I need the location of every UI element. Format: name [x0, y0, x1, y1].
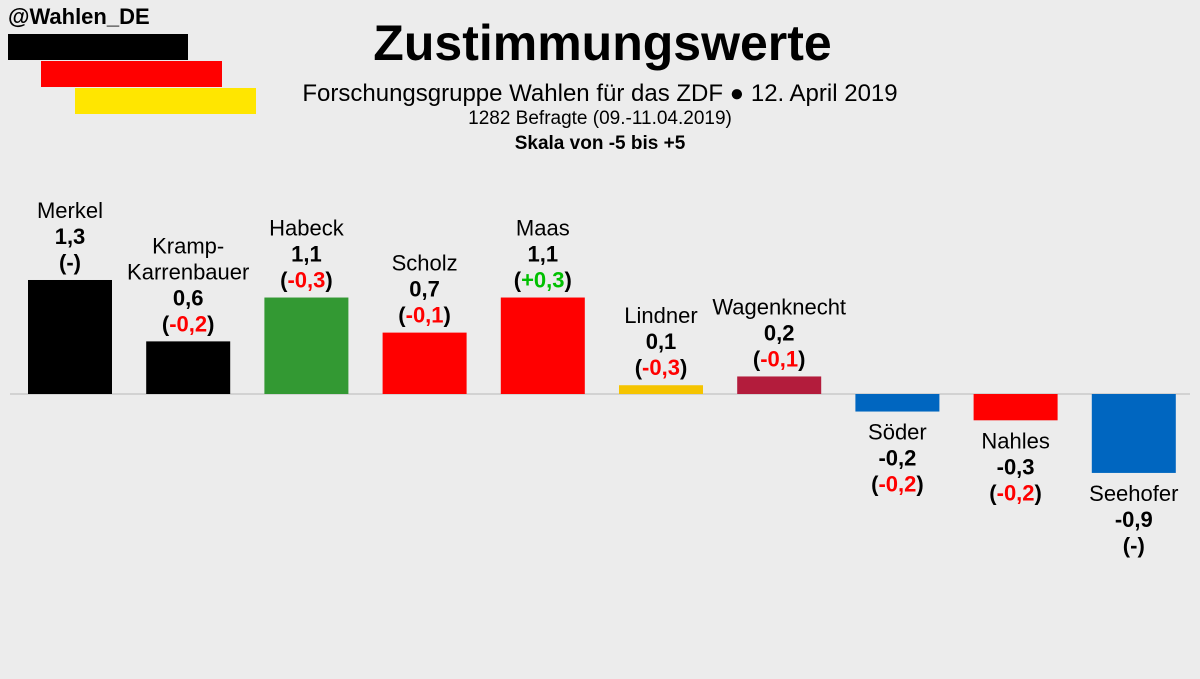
change-label-4: (+0,3): [514, 268, 572, 293]
change-label-2: (-0,3): [280, 268, 333, 293]
name-label-1-0: Kramp-: [152, 233, 224, 258]
flag-stripe-black: [8, 34, 188, 60]
chart-subtitle: Forschungsgruppe Wahlen für das ZDF ● 12…: [302, 80, 898, 107]
bar-0: [28, 279, 112, 394]
chart-title: Zustimmungswerte: [0, 14, 1200, 72]
bar-5: [619, 385, 703, 394]
name-label-6-0: Wagenknecht: [712, 294, 846, 319]
name-label-7-0: Söder: [868, 420, 927, 445]
bar-4: [500, 297, 585, 394]
flag-stripe-gold: [75, 88, 256, 114]
value-label-8: -0,3: [997, 454, 1035, 479]
flag-stripe-red: [41, 61, 222, 87]
name-label-0-0: Merkel: [37, 198, 103, 223]
value-label-2: 1,1: [291, 242, 322, 267]
bar-2: [264, 297, 349, 394]
name-label-2-0: Habeck: [269, 216, 345, 241]
value-label-4: 1,1: [528, 242, 559, 267]
change-label-5: (-0,3): [635, 355, 688, 380]
respondents-note: 1282 Befragte (09.-11.04.2019): [468, 108, 732, 129]
chart-title-text: Zustimmungswerte: [373, 15, 832, 71]
bar-7: [855, 394, 940, 412]
change-label-0: (-): [59, 250, 81, 275]
value-label-3: 0,7: [409, 277, 440, 302]
change-label-1: (-0,2): [162, 311, 215, 336]
name-label-4-0: Maas: [516, 216, 570, 241]
bar-9: [1091, 394, 1176, 473]
name-label-1-1: Karrenbauer: [127, 259, 249, 284]
name-label-3-0: Scholz: [392, 251, 458, 276]
value-label-0: 1,3: [55, 224, 86, 249]
value-label-7: -0,2: [878, 446, 916, 471]
account-handle: @Wahlen_DE: [8, 4, 150, 29]
value-label-6: 0,2: [764, 320, 795, 345]
value-label-1: 0,6: [173, 285, 204, 310]
change-label-3: (-0,1): [398, 303, 451, 328]
bar-6: [737, 376, 822, 394]
change-label-7: (-0,2): [871, 472, 924, 497]
name-label-9-0: Seehofer: [1089, 481, 1178, 506]
bar-8: [973, 394, 1058, 421]
bar-1: [146, 341, 231, 394]
value-label-9: -0,9: [1115, 507, 1153, 532]
name-label-8-0: Nahles: [981, 428, 1049, 453]
bar-3: [382, 332, 467, 394]
scale-note: Skala von -5 bis +5: [514, 133, 686, 154]
value-label-5: 0,1: [646, 329, 677, 354]
change-label-9: (-): [1123, 533, 1145, 558]
change-label-6: (-0,1): [753, 346, 806, 371]
change-label-8: (-0,2): [989, 480, 1042, 505]
name-label-5-0: Lindner: [624, 303, 697, 328]
